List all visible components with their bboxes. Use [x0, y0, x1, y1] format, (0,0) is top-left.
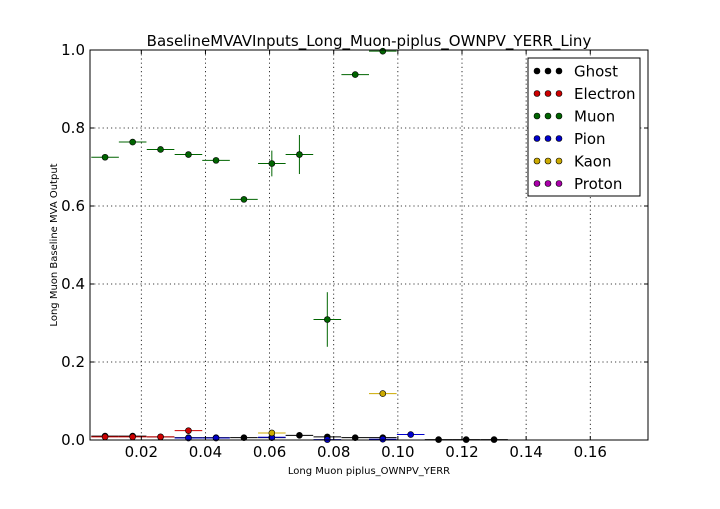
electron-data-point [101, 433, 109, 441]
muon-data-point [129, 138, 136, 146]
y-tick-label: 0.2 [61, 353, 85, 371]
electron-data-point [185, 427, 192, 434]
legend-muon-marker [555, 112, 563, 120]
legend-label-muon: Muon [574, 108, 615, 126]
muon-data-point [157, 146, 164, 153]
legend-ghost-marker [544, 67, 552, 75]
x-tick-label: 0.12 [445, 443, 478, 461]
x-tick-label: 0.02 [125, 443, 158, 461]
legend-muon-marker [533, 112, 541, 120]
ghost-data-point [351, 434, 359, 441]
legend-ghost-marker [533, 67, 541, 75]
x-tick-label: 0.16 [574, 443, 607, 461]
x-tick-label: 0.10 [381, 443, 414, 461]
legend-proton-marker [544, 180, 552, 187]
legend-box [527, 57, 641, 197]
muon-data-point [296, 151, 303, 158]
y-tick-label: 0.0 [61, 431, 85, 449]
legend-muon-marker [544, 112, 552, 120]
legend-pion-marker [544, 135, 552, 142]
muon-data-point [185, 151, 192, 158]
muon-data-point [212, 157, 220, 164]
data-layer [91, 47, 508, 443]
kaon-data-point [379, 390, 387, 397]
y-axis-label: Long Muon Baseline MVA Output [49, 163, 60, 326]
legend: Ghost Electron Muon Pion Kaon Proton [527, 57, 641, 197]
x-tick-label: 0.06 [253, 443, 286, 461]
y-tick-label: 0.6 [61, 197, 85, 215]
electron-data-point [129, 433, 136, 441]
pion-data-point [407, 431, 414, 438]
muon-data-point [101, 153, 109, 161]
legend-label-proton: Proton [574, 175, 622, 193]
pion-data-point [379, 435, 387, 443]
ghost-data-point [240, 434, 248, 441]
legend-proton-marker [555, 180, 563, 187]
kaon-data-point [268, 429, 276, 437]
legend-label-pion: Pion [574, 130, 606, 148]
legend-kaon-marker [555, 157, 563, 165]
x-axis-label: Long Muon piplus_OWNPV_YERR [288, 466, 450, 477]
legend-proton-marker [533, 180, 541, 187]
muon-data-point [379, 47, 387, 55]
x-tick-label: 0.14 [509, 443, 542, 461]
legend-electron-marker [533, 90, 541, 97]
legend-label-ghost: Ghost [574, 63, 618, 81]
legend-pion-marker [533, 135, 541, 142]
x-tick-label: 0.08 [317, 443, 350, 461]
chart-title: BaselineMVAVInputs_Long_Muon-piplus_OWNP… [147, 32, 592, 51]
legend-ghost-marker [555, 67, 563, 75]
legend-label-kaon: Kaon [574, 153, 611, 171]
legend-kaon-marker [544, 157, 552, 165]
muon-data-point [240, 196, 248, 203]
muon-data-point [268, 160, 276, 167]
legend-kaon-marker [533, 157, 541, 165]
muon-data-point [324, 316, 331, 323]
y-tick-label: 0.8 [61, 119, 85, 137]
electron-data-point [157, 433, 164, 441]
tick-layer: 0.02 0.04 0.06 0.08 0.10 0.12 0.14 0.16 0.0 0.2 0.… [61, 41, 648, 461]
ghost-data-point [296, 432, 303, 439]
legend-label-electron: Electron [574, 85, 636, 103]
legend-electron-marker [555, 90, 563, 97]
plot-frame [89, 49, 649, 441]
y-tick-label: 0.4 [61, 275, 85, 293]
y-tick-label: 1.0 [61, 41, 85, 59]
x-tick-label: 0.04 [189, 443, 222, 461]
legend-electron-marker [544, 90, 552, 97]
muon-data-point [351, 71, 359, 78]
legend-pion-marker [555, 135, 563, 142]
